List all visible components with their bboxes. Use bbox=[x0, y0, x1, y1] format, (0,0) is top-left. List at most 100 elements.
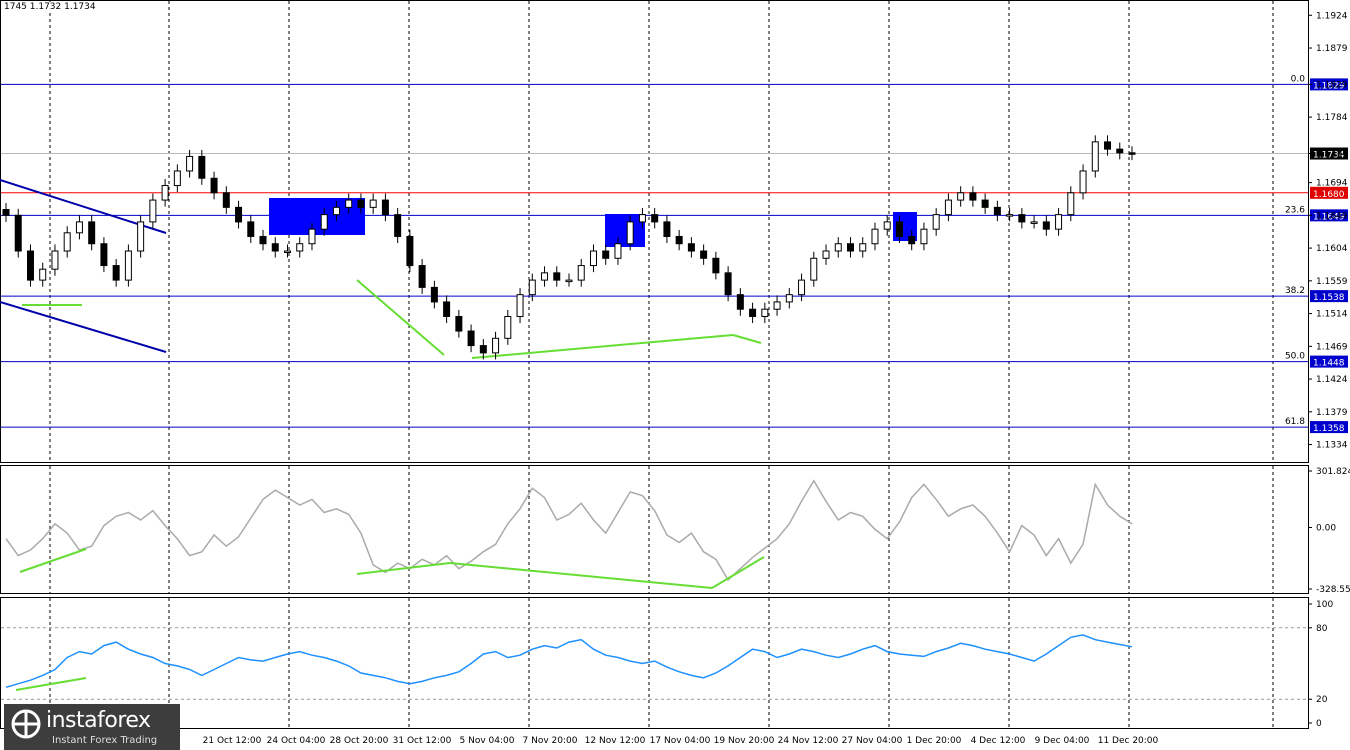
candle-body bbox=[969, 192, 977, 201]
fib-level-label: 38.2 bbox=[1285, 286, 1305, 296]
cci-divergence-line bbox=[19, 548, 87, 573]
candle-body bbox=[247, 221, 255, 237]
time-tick-label: 11 Dec 20:00 bbox=[1098, 736, 1159, 746]
candle-body bbox=[198, 155, 206, 179]
candle-body bbox=[651, 214, 659, 223]
fib-price-label: 1.1538 bbox=[1313, 293, 1345, 303]
time-tick-label: 1 Dec 20:00 bbox=[907, 736, 962, 746]
logo-name: instaforex bbox=[46, 708, 151, 733]
fibonacci-levels: 0.0 1.1829 23.6 1.1649 38.2 1.1538 50.0 1.1448 6… bbox=[1, 74, 1348, 434]
current-price-label: 1.1734 bbox=[1313, 151, 1345, 161]
candle-body bbox=[944, 199, 952, 216]
time-tick-label: 7 Nov 20:00 bbox=[523, 736, 578, 746]
fib-price-badge bbox=[1310, 355, 1348, 368]
cci-panel: 301.8242 0.00 -328.5513 bbox=[5, 467, 1350, 595]
candle-body bbox=[222, 192, 230, 208]
time-tick-label: 24 Oct 04:00 bbox=[267, 736, 326, 746]
candle-body bbox=[1104, 141, 1112, 150]
candle-body bbox=[871, 228, 879, 245]
candle-body bbox=[1079, 170, 1087, 194]
candle-body bbox=[565, 279, 573, 283]
stoch-tick-label: 80 bbox=[1316, 624, 1328, 634]
fib-price-badge bbox=[1310, 290, 1348, 303]
candle-body bbox=[284, 250, 291, 254]
candle-body bbox=[308, 228, 316, 245]
candle-body bbox=[504, 315, 512, 339]
price-panel-frame bbox=[0, 0, 1309, 463]
time-tick-label: 17 Nov 04:00 bbox=[650, 736, 711, 746]
candle-body bbox=[1030, 221, 1038, 224]
cci-tick-label: 0.00 bbox=[1316, 523, 1336, 533]
candle-body bbox=[541, 272, 549, 281]
price-tick-label: 1.1559 bbox=[1316, 277, 1348, 287]
stoch-tick-label: 0 bbox=[1316, 719, 1322, 729]
stoch-divergence-line bbox=[15, 677, 87, 691]
candle-body bbox=[785, 294, 793, 303]
candle-body bbox=[822, 250, 830, 259]
divergence-line bbox=[732, 334, 762, 344]
candle-body bbox=[112, 265, 120, 281]
candle-body bbox=[687, 243, 695, 252]
candle-body bbox=[345, 199, 353, 208]
cci-line bbox=[5, 479, 1133, 582]
candle-body bbox=[749, 308, 757, 317]
candle-body bbox=[320, 214, 328, 230]
candle-body bbox=[26, 250, 34, 281]
candle-body bbox=[724, 272, 732, 296]
price-tick-label: 1.1829 bbox=[1316, 80, 1348, 90]
candle-body bbox=[381, 199, 389, 216]
candle-body bbox=[161, 185, 169, 201]
candle-body bbox=[149, 199, 157, 223]
candle-body bbox=[63, 232, 71, 252]
resistance-price-label: 1.1680 bbox=[1313, 190, 1345, 200]
candle-body bbox=[173, 170, 181, 187]
fib-level-label: 23.6 bbox=[1285, 205, 1305, 215]
stoch-line bbox=[5, 634, 1133, 689]
candle-body bbox=[1006, 214, 1014, 217]
candle-body bbox=[602, 250, 610, 259]
vertical-gridlines bbox=[49, 1, 1274, 728]
candle-body bbox=[883, 221, 891, 230]
price-axis: 1.19241.18791.18291.17841.17341.16941.16… bbox=[1308, 11, 1348, 451]
candle-body bbox=[88, 221, 96, 245]
candle-body bbox=[761, 308, 769, 317]
fib-price-badge bbox=[1310, 78, 1348, 91]
fib-price-label: 1.1448 bbox=[1313, 359, 1345, 369]
cci-tick-label: 301.8242 bbox=[1316, 467, 1350, 477]
candle-body bbox=[75, 221, 83, 234]
candle-body bbox=[810, 257, 818, 281]
candle-body bbox=[981, 199, 989, 208]
candle-body bbox=[1018, 214, 1026, 223]
fib-price-label: 1.1829 bbox=[1313, 81, 1345, 91]
fib-price-badge bbox=[1310, 209, 1348, 222]
candle-body bbox=[663, 221, 671, 237]
candle-body bbox=[1055, 214, 1063, 230]
candle-body bbox=[492, 337, 500, 354]
candle-body bbox=[993, 206, 1001, 216]
stoch-tick-label: 100 bbox=[1316, 600, 1333, 610]
candle-body bbox=[210, 177, 218, 194]
candle-body bbox=[516, 294, 524, 317]
candle-body bbox=[394, 214, 402, 237]
candle-body bbox=[798, 279, 806, 296]
candle-body bbox=[124, 250, 132, 281]
chart-overlays bbox=[0, 179, 917, 359]
fib-level-label: 50.0 bbox=[1285, 352, 1305, 362]
candle-body bbox=[186, 155, 194, 172]
price-tick-label: 1.1879 bbox=[1316, 44, 1348, 54]
candle-body bbox=[773, 301, 781, 310]
candle-body bbox=[895, 221, 903, 237]
candle-body bbox=[736, 294, 744, 310]
candle-body bbox=[418, 265, 426, 288]
fib-price-label: 1.1649 bbox=[1313, 212, 1345, 222]
candle-body bbox=[332, 206, 340, 216]
resistance-box bbox=[605, 214, 645, 247]
candle-body bbox=[614, 243, 622, 259]
time-tick-label: 12 Nov 12:00 bbox=[585, 736, 646, 746]
price-tick-label: 1.1334 bbox=[1316, 441, 1348, 451]
candle-body bbox=[675, 235, 683, 245]
price-tick-label: 1.1514 bbox=[1316, 310, 1348, 320]
candle-body bbox=[553, 272, 561, 281]
divergence-line bbox=[356, 279, 445, 356]
